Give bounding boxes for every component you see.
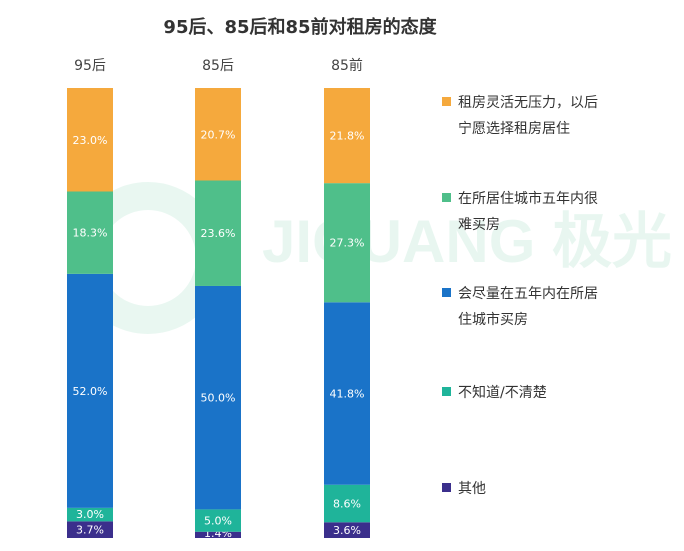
- data-label: 5.0%: [204, 515, 232, 528]
- data-label: 3.6%: [333, 524, 361, 537]
- category-label: 95后: [74, 58, 106, 74]
- data-label: 8.6%: [333, 498, 361, 511]
- bar-segment: [67, 521, 113, 538]
- bar-segment: [324, 302, 370, 485]
- bar-segment: [195, 509, 241, 532]
- data-label: 27.3%: [330, 237, 365, 250]
- bar-segment: [324, 183, 370, 303]
- data-label: 52.0%: [73, 385, 108, 398]
- bar-segment: [324, 522, 370, 538]
- bars-group: 95后3.7%3.0%52.0%18.3%23.0%85后1.4%5.0%50.…: [67, 57, 370, 540]
- legend: 租房灵活无压力，以后宁愿选择租房居住在所居住城市五年内很难买房会尽量在五年内在所…: [442, 95, 598, 497]
- bar-segment: [195, 88, 241, 181]
- category-label: 85前: [331, 57, 363, 74]
- legend-swatch: [442, 288, 451, 297]
- data-label: 23.6%: [201, 227, 236, 240]
- bar-segment: [324, 484, 370, 523]
- bar-segment: [195, 285, 241, 510]
- bar-segment: [67, 507, 113, 522]
- legend-label: 在所居住城市五年内很: [458, 190, 598, 207]
- bar-segment: [195, 531, 241, 538]
- legend-label: 会尽量在五年内在所居: [458, 286, 598, 302]
- chart-title: 95后、85后和85前对租房的态度: [163, 16, 437, 38]
- legend-label: 不知道/不清楚: [458, 384, 547, 401]
- data-label: 21.8%: [330, 130, 365, 143]
- data-label: 41.8%: [330, 388, 365, 401]
- data-label: 3.7%: [76, 524, 104, 537]
- legend-label: 租房灵活无压力，以后: [458, 95, 598, 111]
- legend-label: 住城市买房: [458, 311, 528, 328]
- legend-swatch: [442, 483, 451, 492]
- bar-segment: [195, 180, 241, 286]
- data-label: 3.0%: [76, 508, 104, 521]
- data-label: 23.0%: [73, 134, 108, 147]
- bar-segment: [67, 273, 113, 508]
- legend-swatch: [442, 387, 451, 396]
- bar-segment: [67, 88, 113, 192]
- legend-label: 难买房: [458, 217, 500, 233]
- data-label: 18.3%: [73, 227, 108, 240]
- legend-label: 其他: [458, 481, 486, 497]
- legend-label: 宁愿选择租房居住: [458, 120, 570, 137]
- legend-swatch: [442, 193, 451, 202]
- legend-swatch: [442, 97, 451, 106]
- category-label: 85后: [202, 58, 234, 74]
- data-label: 50.0%: [201, 392, 236, 405]
- bar-segment: [324, 88, 370, 184]
- bar-segment: [67, 191, 113, 274]
- data-label: 20.7%: [201, 128, 236, 141]
